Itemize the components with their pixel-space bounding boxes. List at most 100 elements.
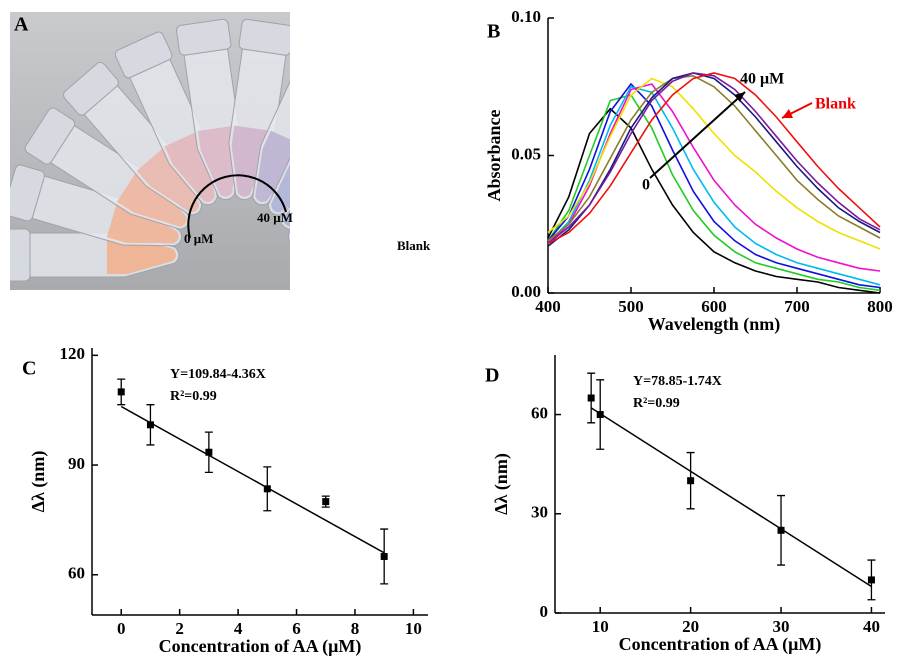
x-tick-label: 30: [773, 617, 790, 636]
x-tick-label: 6: [292, 619, 301, 638]
y-tick-label: 0.00: [511, 282, 541, 301]
data-point: [587, 394, 595, 402]
annotation: Blank: [815, 96, 856, 113]
arrow-head: [782, 109, 793, 118]
x-tick-label: 20: [682, 617, 699, 636]
arrow-head: [734, 92, 745, 102]
tube-liquid: [271, 145, 290, 213]
x-tick-label: 500: [618, 297, 644, 316]
tube-cap: [350, 60, 409, 117]
x-tick-label: 10: [405, 619, 422, 638]
y-tick-label: 30: [531, 503, 548, 522]
tube: [24, 107, 190, 230]
tube-cap: [297, 30, 357, 79]
arrow: [649, 91, 746, 179]
x-tick-label: 40: [863, 617, 880, 636]
spectrum-line: [547, 72, 881, 247]
tube-cap: [10, 164, 45, 222]
tube-cap: [238, 18, 290, 56]
tube: [267, 60, 409, 216]
data-point: [380, 552, 388, 560]
panel-label: D: [485, 365, 499, 387]
annotation: Blank: [397, 238, 431, 253]
tube-body: [280, 124, 290, 230]
annotation: 40 μM: [257, 210, 293, 225]
fit-line: [590, 407, 872, 588]
tube: [280, 106, 446, 230]
equation: Y=109.84-4.36X: [170, 367, 266, 382]
tube-cap: [114, 31, 173, 79]
x-axis-label: Concentration of AA (μM): [619, 634, 822, 655]
tube-cap: [424, 164, 467, 222]
tubes: [10, 18, 470, 282]
tube-liquid: [286, 201, 363, 257]
annotation: 0: [642, 177, 650, 194]
tube-cap: [440, 229, 470, 281]
data-point: [146, 421, 154, 429]
tube: [286, 164, 467, 257]
fit-line: [120, 405, 385, 554]
tube-cap: [24, 107, 76, 165]
data-point: [687, 477, 695, 485]
y-axis-label: Δλ (nm): [28, 451, 49, 513]
spectrum-line: [547, 74, 881, 242]
panel-label: A: [14, 14, 29, 36]
y-axis-label: Δλ (nm): [491, 453, 512, 515]
y-tick-label: 0.10: [511, 7, 541, 26]
y-tick-label: 60: [531, 403, 548, 422]
x-tick-label: 600: [701, 297, 727, 316]
tube-liquid: [117, 169, 187, 227]
y-tick-label: 0.05: [511, 144, 541, 163]
x-tick-label: 4: [234, 619, 243, 638]
tube-liquid: [136, 145, 199, 213]
tube-liquid: [106, 200, 179, 244]
x-tick-label: 800: [867, 297, 893, 316]
spectrum-line: [547, 82, 881, 289]
spectrum-line: [547, 77, 881, 250]
arc: [187, 174, 287, 239]
data-point: [117, 388, 125, 396]
annotation: 0 μM: [184, 231, 213, 246]
r-squared: R²=0.99: [170, 389, 217, 404]
tube-cap: [393, 106, 446, 166]
spectrum-line: [547, 72, 881, 245]
tube-body: [267, 84, 290, 216]
y-tick-label: 60: [68, 564, 85, 583]
tube-cap: [10, 228, 31, 282]
tube: [63, 61, 203, 216]
panel-label: C: [22, 358, 36, 380]
spectrum-line: [547, 72, 881, 245]
y-axis-label: Absorbance: [484, 109, 504, 201]
data-point: [263, 485, 271, 493]
equation: Y=78.85-1.74X: [633, 374, 722, 389]
x-tick-label: 0: [117, 619, 126, 638]
tube: [291, 229, 470, 281]
x-tick-label: 8: [351, 619, 360, 638]
x-tick-label: 400: [535, 297, 561, 316]
data-point: [867, 576, 875, 584]
tube-body: [287, 175, 290, 247]
data-point: [205, 448, 213, 456]
spectrum-line: [547, 94, 881, 292]
data-point: [322, 498, 330, 506]
y-tick-label: 0: [540, 602, 549, 621]
r-squared: R²=0.99: [633, 396, 680, 411]
tube-cap: [175, 18, 232, 56]
tube: [175, 18, 242, 201]
x-tick-label: 2: [175, 619, 184, 638]
tube: [10, 164, 183, 247]
panel-label: B: [487, 21, 500, 43]
x-tick-label: 10: [592, 617, 609, 636]
y-tick-label: 90: [68, 454, 85, 473]
y-tick-label: 120: [60, 344, 86, 363]
data-point: [777, 526, 785, 534]
spectrum-line: [547, 85, 881, 286]
annotation: 40 μM: [740, 71, 784, 88]
tube-liquid: [294, 236, 363, 274]
tube-cap: [63, 61, 119, 116]
tube-liquid: [197, 125, 239, 197]
x-axis-label: Concentration of AA (μM): [159, 636, 362, 657]
x-axis-label: Wavelength (nm): [648, 314, 781, 335]
x-tick-label: 700: [784, 297, 810, 316]
